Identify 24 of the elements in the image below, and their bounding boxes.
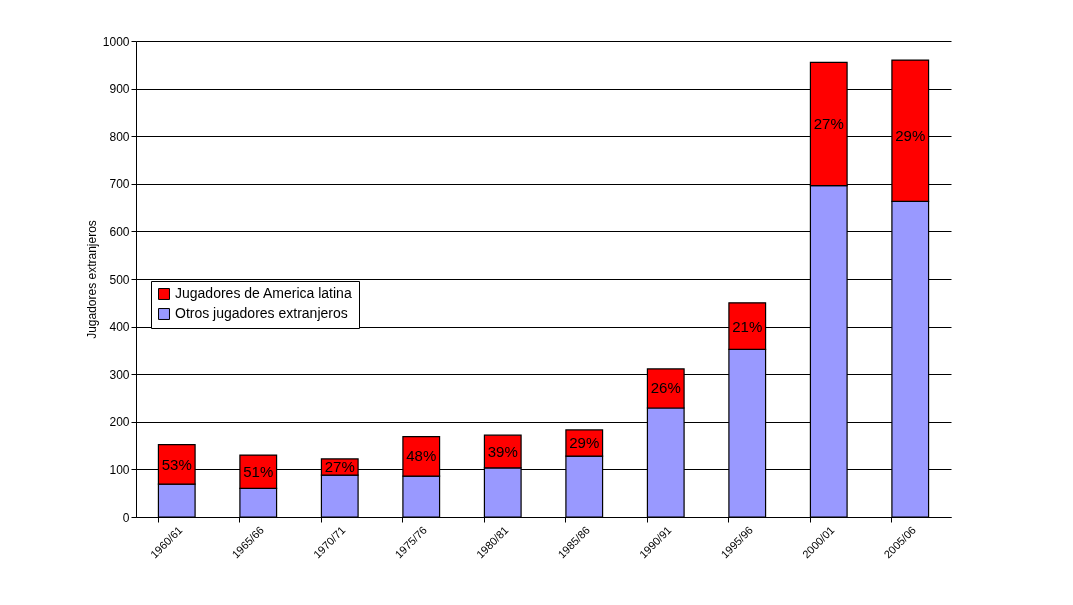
annotation: 39%	[487, 442, 518, 460]
annotation: 26%	[650, 379, 681, 397]
y-tick-label: 100	[109, 462, 130, 477]
y-tick-label: 300	[109, 367, 130, 382]
y-tick-label: 600	[109, 224, 130, 239]
y-tick-label: 1000	[102, 34, 130, 49]
y-tick-label: 500	[109, 272, 130, 287]
y-tick-label: 200	[109, 415, 130, 430]
annotation: 27%	[813, 115, 844, 133]
y-tick-label: 900	[109, 82, 130, 97]
annotation: 29%	[569, 434, 600, 452]
legend-label: Jugadores de America latina	[175, 285, 352, 301]
y-tick-label: 800	[109, 129, 130, 144]
y-tick-label: 700	[109, 177, 130, 192]
y-axis-title: Jugadores extranjeros	[84, 220, 99, 339]
annotation: 21%	[732, 317, 763, 335]
annotation: 53%	[161, 455, 192, 473]
legend-label: Otros jugadores extranjeros	[175, 305, 348, 321]
annotation: 29%	[895, 127, 926, 145]
y-tick-label: 400	[109, 320, 130, 335]
annotation: 27%	[324, 458, 355, 476]
y-tick-label: 0	[122, 510, 130, 525]
annotation: 51%	[243, 462, 274, 480]
annotation: 48%	[406, 447, 437, 465]
